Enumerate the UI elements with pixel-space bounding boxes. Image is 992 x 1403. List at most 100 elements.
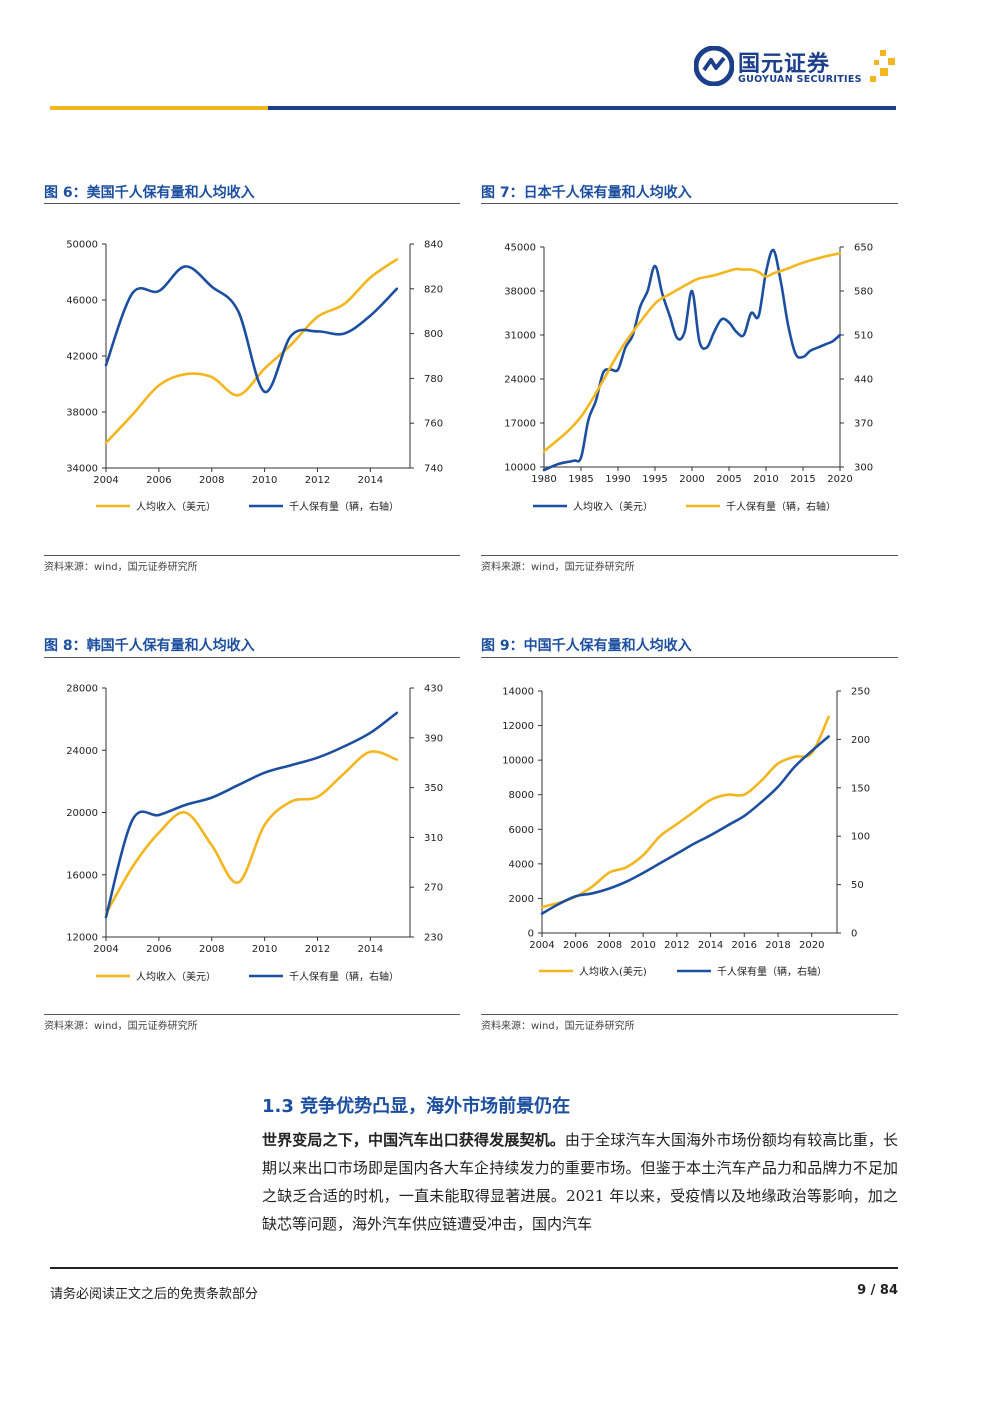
x-tick-label: 2006 bbox=[146, 475, 171, 486]
x-tick-label: 2010 bbox=[252, 475, 277, 486]
y-tick-label: 12000 bbox=[66, 933, 98, 944]
y2-tick-label: 270 bbox=[424, 883, 443, 894]
y2-tick-label: 200 bbox=[851, 735, 870, 746]
company-logo: 国元证券 GUOYUAN SECURITIES bbox=[694, 44, 904, 94]
legend-label-1: 人均收入（美元） bbox=[136, 500, 216, 513]
y-tick-label: 38000 bbox=[504, 287, 536, 298]
x-tick-label: 2004 bbox=[93, 475, 118, 486]
figure-7-source: 资料来源：wind，国元证券研究所 bbox=[481, 562, 635, 573]
y2-tick-label: 300 bbox=[854, 463, 873, 474]
figure-9-bottom-rule bbox=[481, 1014, 898, 1015]
series-line-2 bbox=[540, 735, 830, 915]
figure-7-chart: 10000 17000 24000 31000 38000 45000 300 370 440 5… bbox=[504, 243, 873, 514]
y-tick-label: 17000 bbox=[504, 419, 536, 430]
y-tick-label: 24000 bbox=[66, 746, 98, 757]
figure-9-title: 图 9：中国千人保有量和人均收入 bbox=[481, 638, 692, 654]
x-tick-label: 1990 bbox=[605, 474, 630, 485]
x-tick-label: 1980 bbox=[531, 474, 556, 485]
legend-label-2: 千人保有量（辆，右轴） bbox=[289, 970, 399, 983]
logo-mark-icon bbox=[694, 46, 734, 86]
figure-8-title: 图 8：韩国千人保有量和人均收入 bbox=[44, 638, 255, 654]
figure-7-bottom-rule bbox=[481, 555, 898, 556]
y2-tick-label: 150 bbox=[851, 783, 870, 794]
y2-tick-label: 820 bbox=[424, 284, 443, 295]
y-tick-label: 10000 bbox=[504, 463, 536, 474]
y-tick-label: 28000 bbox=[66, 684, 98, 695]
y2-tick-label: 840 bbox=[424, 240, 443, 251]
x-tick-label: 2020 bbox=[799, 940, 824, 951]
figure-6-top-rule bbox=[44, 203, 460, 204]
series-line-1 bbox=[104, 750, 399, 915]
y2-tick-label: 310 bbox=[424, 833, 443, 844]
y-tick-label: 42000 bbox=[66, 352, 98, 363]
y-tick-label: 34000 bbox=[66, 464, 98, 475]
y2-tick-label: 780 bbox=[424, 374, 443, 385]
y2-tick-label: 100 bbox=[851, 832, 870, 843]
x-tick-label: 2005 bbox=[716, 474, 741, 485]
legend-label-1: 人均收入（美元） bbox=[573, 500, 653, 513]
figure-9-source: 资料来源：wind，国元证券研究所 bbox=[481, 1021, 635, 1032]
y-tick-label: 8000 bbox=[509, 790, 534, 801]
x-tick-label: 1985 bbox=[568, 474, 593, 485]
x-tick-label: 2012 bbox=[664, 940, 689, 951]
figure-7-top-rule bbox=[481, 203, 898, 204]
x-tick-label: 1995 bbox=[642, 474, 667, 485]
figure-9-chart: 0 2000 4000 6000 8000 10000 12000 14000 0 50 100 15… bbox=[502, 687, 870, 979]
y-tick-label: 0 bbox=[528, 929, 534, 940]
x-tick-label: 2015 bbox=[790, 474, 815, 485]
section-heading: 1.3 竞争优势凸显，海外市场前景仍在 bbox=[262, 1096, 571, 1117]
y2-tick-label: 350 bbox=[424, 783, 443, 794]
y2-tick-label: 230 bbox=[424, 933, 443, 944]
series-line-1 bbox=[104, 258, 399, 445]
logo-chinese-name: 国元证券 bbox=[738, 52, 831, 77]
x-tick-label: 2004 bbox=[93, 944, 118, 955]
figure-8-bottom-rule bbox=[44, 1014, 460, 1015]
logo-english-name: GUOYUAN SECURITIES bbox=[738, 74, 862, 85]
page-number: 9 / 84 bbox=[857, 1283, 898, 1298]
series-line-2 bbox=[104, 711, 399, 919]
legend-label-2: 千人保有量（辆，右轴） bbox=[289, 500, 399, 513]
y-tick-label: 12000 bbox=[502, 721, 534, 732]
footer-disclaimer: 请务必阅读正文之后的免责条款部分 bbox=[50, 1287, 259, 1302]
x-tick-label: 2006 bbox=[563, 940, 588, 951]
x-tick-label: 2010 bbox=[252, 944, 277, 955]
legend-label-1: 人均收入(美元) bbox=[579, 965, 647, 978]
x-tick-label: 2010 bbox=[630, 940, 655, 951]
logo-stars-icon bbox=[870, 50, 895, 82]
y-tick-label: 38000 bbox=[66, 408, 98, 419]
y2-tick-label: 510 bbox=[854, 331, 873, 342]
y2-tick-label: 250 bbox=[851, 687, 870, 698]
figure-7-title: 图 7：日本千人保有量和人均收入 bbox=[481, 185, 692, 201]
y2-tick-label: 580 bbox=[854, 287, 873, 298]
y2-tick-label: 760 bbox=[424, 419, 443, 430]
y-tick-label: 45000 bbox=[504, 243, 536, 254]
paragraph-body: 由于全球汽车大国海外市场份额均有较高比重，长期以来出口市场即是国内各大车企持续发… bbox=[262, 1131, 898, 1233]
y2-tick-label: 50 bbox=[851, 880, 864, 891]
figure-6-source: 资料来源：wind，国元证券研究所 bbox=[44, 562, 198, 573]
figure-8-source: 资料来源：wind，国元证券研究所 bbox=[44, 1021, 198, 1032]
y-tick-label: 6000 bbox=[509, 825, 534, 836]
x-tick-label: 2014 bbox=[358, 475, 383, 486]
figure-6-bottom-rule bbox=[44, 555, 460, 556]
y2-tick-label: 430 bbox=[424, 684, 443, 695]
series-line-1 bbox=[540, 715, 830, 909]
y-tick-label: 20000 bbox=[66, 808, 98, 819]
y2-tick-label: 0 bbox=[851, 929, 857, 940]
y-tick-label: 16000 bbox=[66, 870, 98, 881]
x-tick-label: 2014 bbox=[698, 940, 723, 951]
x-tick-label: 2000 bbox=[679, 474, 704, 485]
figure-8-chart: 12000 16000 20000 24000 28000 230 270 310 350 390… bbox=[66, 684, 443, 984]
y2-tick-label: 390 bbox=[424, 733, 443, 744]
x-tick-label: 2018 bbox=[765, 940, 790, 951]
figure-6-title: 图 6：美国千人保有量和人均收入 bbox=[44, 185, 255, 201]
legend-label-2: 千人保有量（辆，右轴） bbox=[717, 965, 827, 978]
y-tick-label: 10000 bbox=[502, 756, 534, 767]
x-tick-label: 2008 bbox=[199, 944, 224, 955]
y-tick-label: 4000 bbox=[509, 859, 534, 870]
legend-label-2: 千人保有量（辆，右轴） bbox=[726, 500, 836, 513]
y-tick-label: 14000 bbox=[502, 687, 534, 698]
y2-tick-label: 740 bbox=[424, 464, 443, 475]
x-tick-label: 2008 bbox=[597, 940, 622, 951]
x-tick-label: 2020 bbox=[827, 474, 852, 485]
y2-tick-label: 370 bbox=[854, 419, 873, 430]
